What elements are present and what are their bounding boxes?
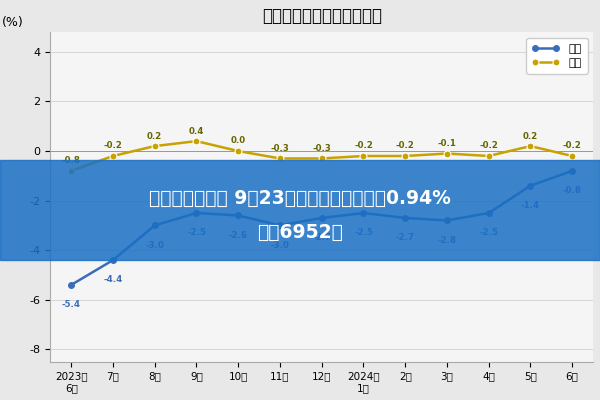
同比 <box>401 216 409 220</box>
Text: -0.2: -0.2 <box>104 142 122 150</box>
Text: -2.8: -2.8 <box>437 236 457 245</box>
Text: -2.5: -2.5 <box>354 228 373 237</box>
同比 <box>569 168 576 173</box>
Y-axis label: (%): (%) <box>2 16 23 29</box>
同比 <box>235 213 242 218</box>
Text: -2.5: -2.5 <box>479 228 498 237</box>
同比 <box>151 223 158 228</box>
环比 <box>485 154 492 158</box>
Text: -3.0: -3.0 <box>271 241 289 250</box>
Text: -0.3: -0.3 <box>312 144 331 153</box>
Text: -2.7: -2.7 <box>395 233 415 242</box>
Text: -0.2: -0.2 <box>354 142 373 150</box>
Text: -0.1: -0.1 <box>437 139 457 148</box>
环比 <box>527 144 534 148</box>
Text: 0.2: 0.2 <box>523 132 538 140</box>
同比 <box>360 211 367 216</box>
同比 <box>193 211 200 216</box>
环比 <box>277 156 284 161</box>
Text: -4.4: -4.4 <box>103 275 122 284</box>
Text: -0.2: -0.2 <box>563 142 581 150</box>
环比 <box>235 149 242 154</box>
Text: -3.0: -3.0 <box>145 241 164 250</box>
Text: 0.0: 0.0 <box>230 136 246 146</box>
Text: -2.6: -2.6 <box>229 231 248 240</box>
Title: 工业生产者出厂价格涨跌幅: 工业生产者出厂价格涨跌幅 <box>262 7 382 25</box>
Text: 0.4: 0.4 <box>189 126 204 136</box>
Text: -2.7: -2.7 <box>312 233 331 242</box>
环比 <box>318 156 325 161</box>
Text: -5.4: -5.4 <box>62 300 81 309</box>
环比 <box>401 154 409 158</box>
Text: 0.2: 0.2 <box>147 132 163 140</box>
环比 <box>569 154 576 158</box>
Text: -1.4: -1.4 <box>521 201 540 210</box>
同比 <box>277 223 284 228</box>
环比 <box>443 151 451 156</box>
环比 <box>360 154 367 158</box>
同比 <box>109 258 116 262</box>
环比 <box>151 144 158 148</box>
Text: -0.8: -0.8 <box>62 156 80 165</box>
Text: 股票配资哪儿好 9月23日苹果期货收盘下跌0.94%: 股票配资哪儿好 9月23日苹果期货收盘下跌0.94% <box>149 188 451 208</box>
同比 <box>68 282 75 287</box>
同比 <box>443 218 451 223</box>
环比 <box>109 154 116 158</box>
环比 <box>193 139 200 144</box>
Legend: 同比, 环比: 同比, 环比 <box>526 38 587 74</box>
Text: ，报6952元: ，报6952元 <box>257 222 343 242</box>
Text: -0.3: -0.3 <box>271 144 289 153</box>
Line: 环比: 环比 <box>68 138 575 174</box>
Text: -0.2: -0.2 <box>396 142 415 150</box>
Text: -2.5: -2.5 <box>187 228 206 237</box>
Text: -0.2: -0.2 <box>479 142 498 150</box>
同比 <box>318 216 325 220</box>
同比 <box>485 211 492 216</box>
环比 <box>68 168 75 173</box>
Text: -0.8: -0.8 <box>563 186 581 195</box>
Line: 同比: 同比 <box>68 168 575 288</box>
同比 <box>527 183 534 188</box>
